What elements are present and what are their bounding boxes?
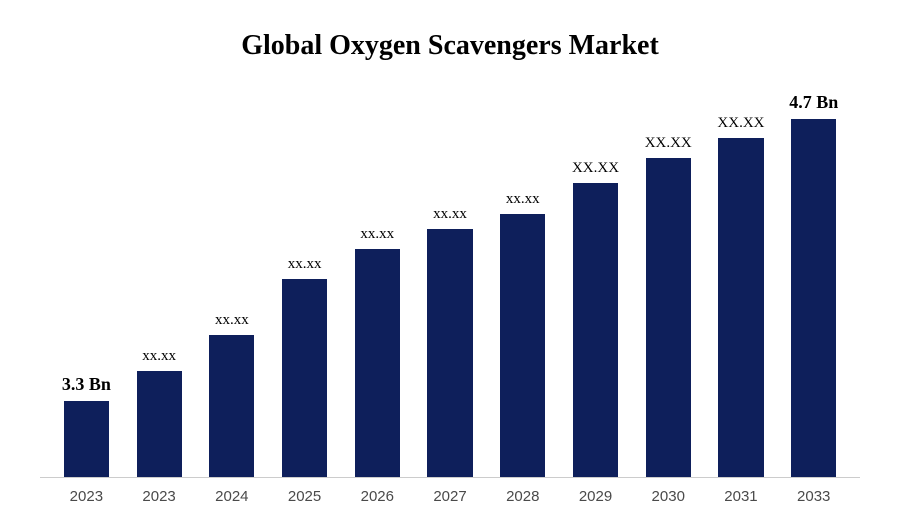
x-axis-label: 2030 bbox=[632, 488, 705, 505]
bar-value-label: xx.xx bbox=[142, 348, 176, 365]
x-axis-label: 2027 bbox=[414, 488, 487, 505]
bar-value-label: xx.xx bbox=[433, 206, 467, 223]
bar-value-label: 4.7 Bn bbox=[789, 92, 838, 113]
x-axis-label: 2028 bbox=[486, 488, 559, 505]
bar-value-label: XX.XX bbox=[572, 160, 619, 177]
bar-group: XX.XX bbox=[559, 92, 632, 477]
bar bbox=[718, 138, 763, 477]
x-axis-label: 2029 bbox=[559, 488, 632, 505]
x-axis-label: 2024 bbox=[195, 488, 268, 505]
bar-group: xx.xx bbox=[195, 92, 268, 477]
bar bbox=[646, 158, 691, 477]
bar-group: 3.3 Bn bbox=[50, 92, 123, 477]
x-axis-label: 2031 bbox=[705, 488, 778, 505]
bar bbox=[355, 249, 400, 477]
bar-value-label: XX.XX bbox=[645, 135, 692, 152]
x-axis-label: 2025 bbox=[268, 488, 341, 505]
bar-group: xx.xx bbox=[341, 92, 414, 477]
bar-value-label: xx.xx bbox=[360, 226, 394, 243]
bar bbox=[500, 214, 545, 477]
chart-area: 3.3 Bn xx.xx xx.xx xx.xx xx.xx xx.xx xx.xx XX.X… bbox=[40, 92, 860, 505]
bar-group: xx.xx bbox=[123, 92, 196, 477]
bar bbox=[137, 371, 182, 477]
chart-title: Global Oxygen Scavengers Market bbox=[40, 30, 860, 62]
bar bbox=[573, 183, 618, 477]
bar-value-label: xx.xx bbox=[215, 312, 249, 329]
bar-group: XX.XX bbox=[705, 92, 778, 477]
bar-group: xx.xx bbox=[486, 92, 559, 477]
bar-value-label: XX.XX bbox=[717, 115, 764, 132]
x-axis-label: 2023 bbox=[50, 488, 123, 505]
bars-wrapper: 3.3 Bn xx.xx xx.xx xx.xx xx.xx xx.xx xx.xx XX.X… bbox=[40, 92, 860, 478]
bar-group: XX.XX bbox=[632, 92, 705, 477]
x-axis-label: 2026 bbox=[341, 488, 414, 505]
x-axis: 2023202320242025202620272028202920302031… bbox=[40, 478, 860, 505]
bar-value-label: xx.xx bbox=[288, 256, 322, 273]
bar bbox=[427, 229, 472, 477]
bar-group: xx.xx bbox=[414, 92, 487, 477]
x-axis-label: 2033 bbox=[777, 488, 850, 505]
bar-value-label: xx.xx bbox=[506, 191, 540, 208]
bar bbox=[282, 279, 327, 477]
bar bbox=[209, 335, 254, 477]
bar bbox=[64, 401, 109, 477]
x-axis-label: 2023 bbox=[123, 488, 196, 505]
bar bbox=[791, 119, 836, 477]
bar-group: xx.xx bbox=[268, 92, 341, 477]
bar-group: 4.7 Bn bbox=[777, 92, 850, 477]
chart-container: Global Oxygen Scavengers Market 3.3 Bn xx… bbox=[0, 0, 900, 525]
bar-value-label: 3.3 Bn bbox=[62, 374, 111, 395]
